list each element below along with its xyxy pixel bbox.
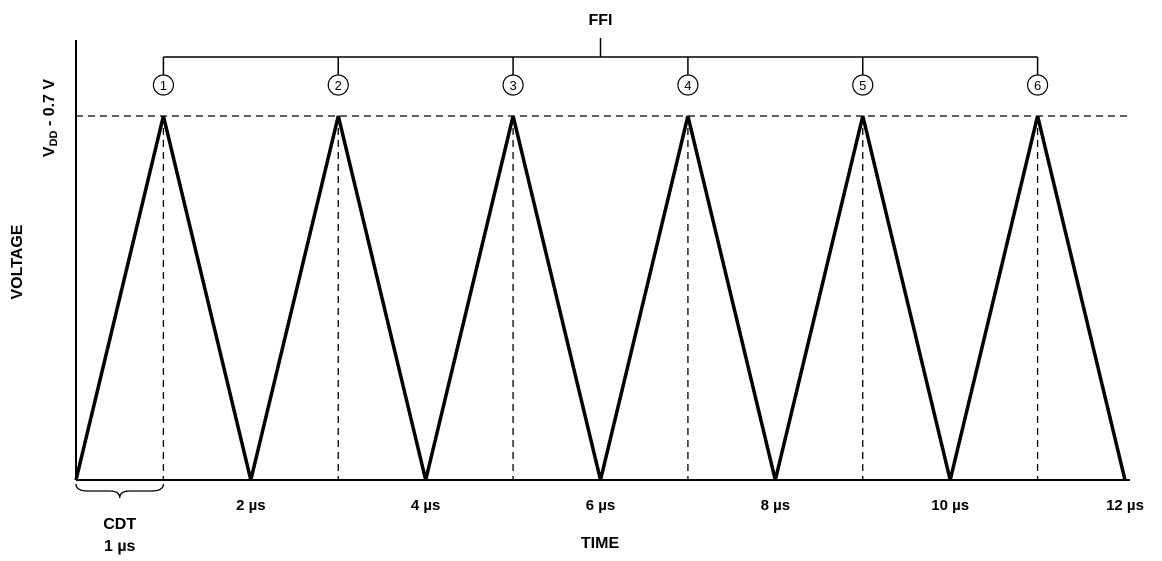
- peak-marker-label-1: 1: [160, 78, 167, 93]
- y-peak-label-sub: DD: [48, 130, 60, 146]
- peak-marker-label-4: 4: [684, 78, 691, 93]
- cdt-label: CDT: [103, 516, 136, 533]
- y-peak-label: VDD - 0.7 V: [41, 79, 60, 157]
- peak-marker-circle-3: [502, 74, 524, 96]
- x-axis-title: TIME: [581, 535, 620, 552]
- peak-marker-circle-6: [1026, 74, 1049, 96]
- peak-marker-circle-4: [677, 74, 699, 96]
- peak-dashed-lines: [162, 116, 1039, 480]
- peak-marker-circle-2: [327, 74, 349, 96]
- ffi-title: FFI: [589, 12, 613, 29]
- y-peak-label-rest: - 0.7 V: [41, 79, 58, 131]
- voltage-waveform: [74, 115, 1127, 481]
- x-tick-label-6: 6 µs: [586, 497, 616, 514]
- x-tick-label-4: 4 µs: [411, 497, 441, 514]
- ffi-bracket: [163, 38, 1038, 58]
- y-peak-label-main: V: [41, 146, 58, 157]
- peak-marker-circle-1: [152, 74, 175, 96]
- peak-marker-label-2: 2: [335, 78, 342, 93]
- peak-marker-label-5: 5: [859, 78, 866, 93]
- peak-marker-label-3: 3: [509, 78, 516, 93]
- cdt-brace: [75, 483, 165, 499]
- x-tick-label-8: 8 µs: [761, 497, 791, 514]
- x-tick-label-12: 12 µs: [1106, 497, 1144, 514]
- x-tick-label-2: 2 µs: [236, 497, 266, 514]
- y-axis-title: VOLTAGE: [9, 224, 26, 299]
- cdt-value-label: 1 µs: [104, 538, 136, 555]
- x-tick-label-10: 10 µs: [931, 497, 969, 514]
- peak-marker-circle-5: [852, 74, 874, 96]
- peak-marker-label-6: 6: [1034, 78, 1041, 93]
- peak-markers: 1 2 3 4 5 6: [152, 57, 1049, 96]
- x-tick-labels: 2 µs 4 µs 6 µs 8 µs 10 µs 12 µs: [236, 497, 1144, 514]
